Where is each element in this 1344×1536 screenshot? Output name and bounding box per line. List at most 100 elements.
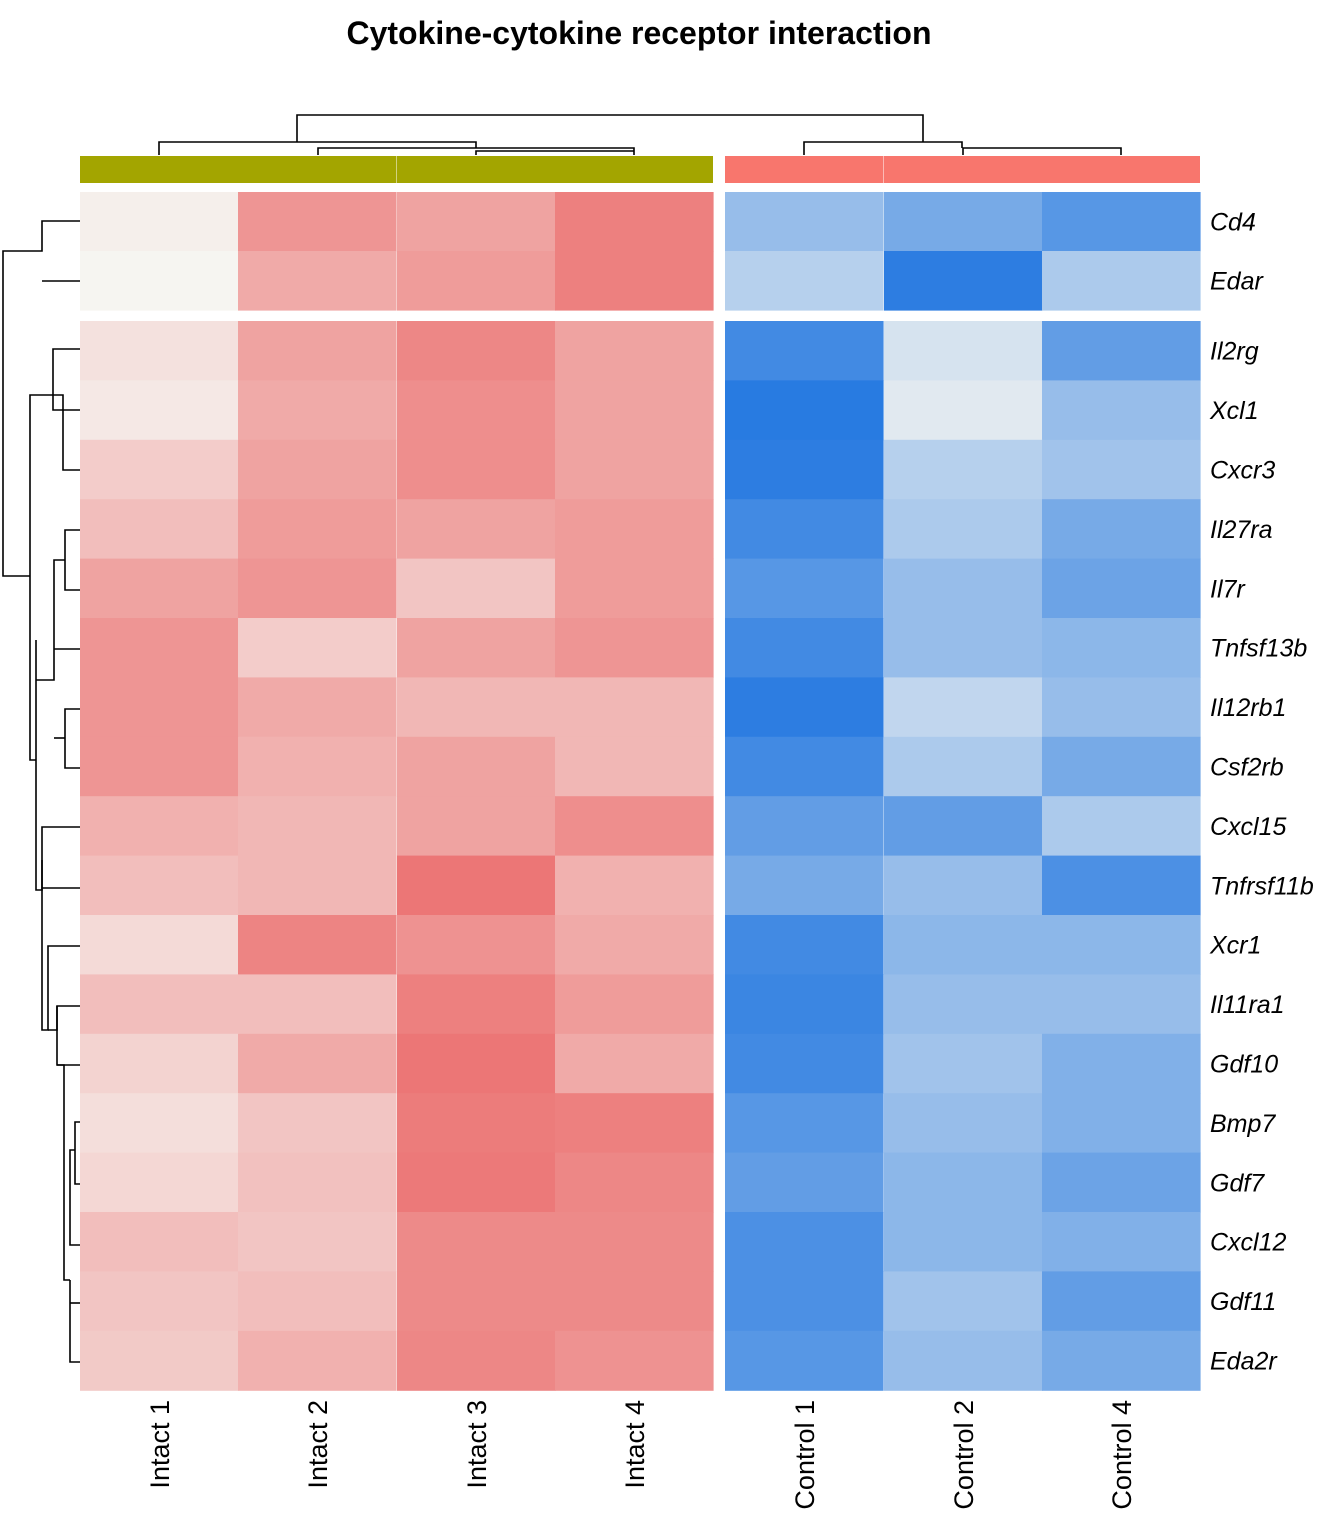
row-label-il2rg: Il2rg <box>1210 338 1259 366</box>
heatmap-cell-tnfsf13b-intact-3 <box>397 618 556 678</box>
column-label-control-2: Control 2 <box>949 1400 979 1510</box>
row-label-cxcr3: Cxcr3 <box>1210 457 1275 485</box>
heatmap-cell-gdf7-control-1 <box>725 1152 884 1213</box>
heatmap-cell-il7r-control-1 <box>725 558 884 619</box>
heatmap-cell-gdf7-intact-2 <box>238 1152 397 1213</box>
heatmap-cells <box>80 192 1201 1391</box>
heatmap-cell-cxcr3-control-4 <box>1042 439 1201 500</box>
heatmap-cell-bmp7-control-2 <box>884 1093 1043 1154</box>
heatmap-cell-edar-intact-4 <box>555 251 714 311</box>
heatmap-cell-gdf11-intact-1 <box>80 1271 239 1332</box>
annotation-bar-intact-4 <box>555 156 713 183</box>
heatmap-cell-bmp7-control-4 <box>1042 1093 1201 1154</box>
heatmap-cell-tnfrsf11b-control-1 <box>725 855 884 916</box>
heatmap-cell-tnfsf13b-control-4 <box>1042 618 1201 678</box>
heatmap-cell-xcr1-control-1 <box>725 915 884 975</box>
heatmap-cell-tnfrsf11b-intact-3 <box>397 855 556 916</box>
heatmap-cell-cxcl12-control-2 <box>884 1212 1043 1272</box>
heatmap-cell-cd4-intact-1 <box>80 192 239 252</box>
heatmap-cell-gdf11-intact-4 <box>555 1271 714 1332</box>
heatmap-cell-cxcl15-intact-4 <box>555 796 714 857</box>
heatmap-cell-eda2r-control-4 <box>1042 1330 1201 1391</box>
heatmap-cell-il27ra-intact-4 <box>555 499 714 560</box>
heatmap-cell-gdf7-intact-3 <box>397 1152 556 1213</box>
heatmap-cell-cd4-control-1 <box>725 192 884 252</box>
row-dendrogram-bmp7-gdf7 <box>74 1121 80 1185</box>
heatmap-cell-gdf7-intact-4 <box>555 1152 714 1213</box>
row-dendrogram <box>2 220 80 1363</box>
heatmap-cell-gdf10-intact-2 <box>238 1033 397 1094</box>
heatmap-cell-edar-intact-2 <box>238 251 397 311</box>
row-label-bmp7: Bmp7 <box>1210 1110 1276 1138</box>
heatmap-cell-bmp7-intact-1 <box>80 1093 239 1154</box>
heatmap-cell-gdf10-intact-3 <box>397 1033 556 1094</box>
heatmap-cell-xcl1-intact-4 <box>555 380 714 441</box>
heatmap-cell-gdf10-intact-4 <box>555 1033 714 1094</box>
heatmap-cell-xcr1-intact-2 <box>238 915 397 975</box>
heatmap-cell-cxcl15-control-2 <box>884 796 1043 857</box>
heatmap-cell-cxcr3-intact-3 <box>397 439 556 500</box>
row-dendrogram-il12rb1-csf2rb <box>64 708 80 769</box>
heatmap-cell-cd4-control-2 <box>884 192 1043 252</box>
row-dendrogram-il11ra1-link <box>56 1006 70 1281</box>
heatmap-cell-il11ra1-intact-3 <box>397 974 556 1035</box>
heatmap-cell-il7r-intact-4 <box>555 558 714 619</box>
row-dendrogram-upper <box>29 348 80 761</box>
heatmap-cell-cxcl15-control-1 <box>725 796 884 857</box>
row-label-il12rb1: Il12rb1 <box>1210 694 1286 722</box>
heatmap-cell-il11ra1-control-1 <box>725 974 884 1035</box>
row-dendrogram-il27ra-il7r <box>64 529 80 591</box>
heatmap-cell-cxcl15-control-4 <box>1042 796 1201 857</box>
heatmap-cell-il27ra-control-4 <box>1042 499 1201 560</box>
heatmap-cell-xcl1-control-2 <box>884 380 1043 441</box>
heatmap-cell-il2rg-intact-2 <box>238 321 397 381</box>
heatmap-cell-xcr1-intact-3 <box>397 915 556 975</box>
heatmap-cell-csf2rb-intact-1 <box>80 736 239 797</box>
row-label-csf2rb: Csf2rb <box>1210 754 1284 782</box>
heatmap-cell-eda2r-control-2 <box>884 1330 1043 1391</box>
heatmap-cell-xcr1-control-4 <box>1042 915 1201 975</box>
heatmap-cell-csf2rb-intact-3 <box>397 736 556 797</box>
row-dendrogram-eda2r <box>69 1280 80 1363</box>
column-label-intact-1: Intact 1 <box>145 1400 175 1489</box>
heatmap-cell-il11ra1-intact-4 <box>555 974 714 1035</box>
heatmap-cell-cxcl15-intact-2 <box>238 796 397 857</box>
heatmap-cell-csf2rb-control-4 <box>1042 736 1201 797</box>
row-label-eda2r: Eda2r <box>1210 1348 1278 1376</box>
heatmap-cell-il27ra-intact-2 <box>238 499 397 560</box>
heatmap-cell-gdf7-intact-1 <box>80 1152 239 1213</box>
column-label-intact-4: Intact 4 <box>620 1400 650 1489</box>
heatmap-cell-eda2r-intact-1 <box>80 1330 239 1391</box>
heatmap-cell-gdf7-control-2 <box>884 1152 1043 1213</box>
heatmap-cell-il12rb1-control-1 <box>725 677 884 738</box>
row-label-edar: Edar <box>1210 268 1264 296</box>
row-dendrogram-bmp7-link <box>69 1149 80 1246</box>
heatmap-cell-tnfsf13b-intact-4 <box>555 618 714 678</box>
heatmap-cell-xcl1-intact-3 <box>397 380 556 441</box>
heatmap-cell-edar-intact-1 <box>80 251 239 311</box>
heatmap-cell-gdf10-control-2 <box>884 1033 1043 1094</box>
heatmap-cell-xcl1-control-4 <box>1042 380 1201 441</box>
heatmap-cell-xcr1-intact-1 <box>80 915 239 975</box>
heatmap-cell-tnfrsf11b-intact-4 <box>555 855 714 916</box>
heatmap-cell-gdf11-intact-3 <box>397 1271 556 1332</box>
heatmap-cell-bmp7-intact-3 <box>397 1093 556 1154</box>
heatmap-cell-csf2rb-control-2 <box>884 736 1043 797</box>
column-label-control-1: Control 1 <box>790 1400 820 1510</box>
annotation-bar-intact-2 <box>238 156 397 183</box>
heatmap-cell-il7r-control-2 <box>884 558 1043 619</box>
heatmap-cell-il27ra-control-2 <box>884 499 1043 560</box>
row-label-il7r: Il7r <box>1210 575 1246 603</box>
column-label-intact-3: Intact 3 <box>462 1400 492 1489</box>
heatmap-cell-tnfsf13b-intact-1 <box>80 618 239 678</box>
heatmap-cell-cd4-control-4 <box>1042 192 1201 252</box>
annotation-bar-control-4 <box>1042 156 1200 183</box>
row-labels: Cd4 Edar Il2rg Xcl1 Cxcr3 Il27ra Il7r Tnfsf13b I… <box>1209 209 1314 1376</box>
col-dendrogram-intact-a <box>158 141 477 155</box>
row-label-tnfrsf11b: Tnfrsf11b <box>1210 872 1314 900</box>
heatmap-cell-il2rg-intact-3 <box>397 321 556 381</box>
chart-title: Cytokine-cytokine receptor interaction <box>346 15 931 51</box>
row-label-il11ra1: Il11ra1 <box>1210 991 1285 1019</box>
heatmap-cell-cxcr3-control-2 <box>884 439 1043 500</box>
heatmap-cell-gdf10-control-4 <box>1042 1033 1201 1094</box>
